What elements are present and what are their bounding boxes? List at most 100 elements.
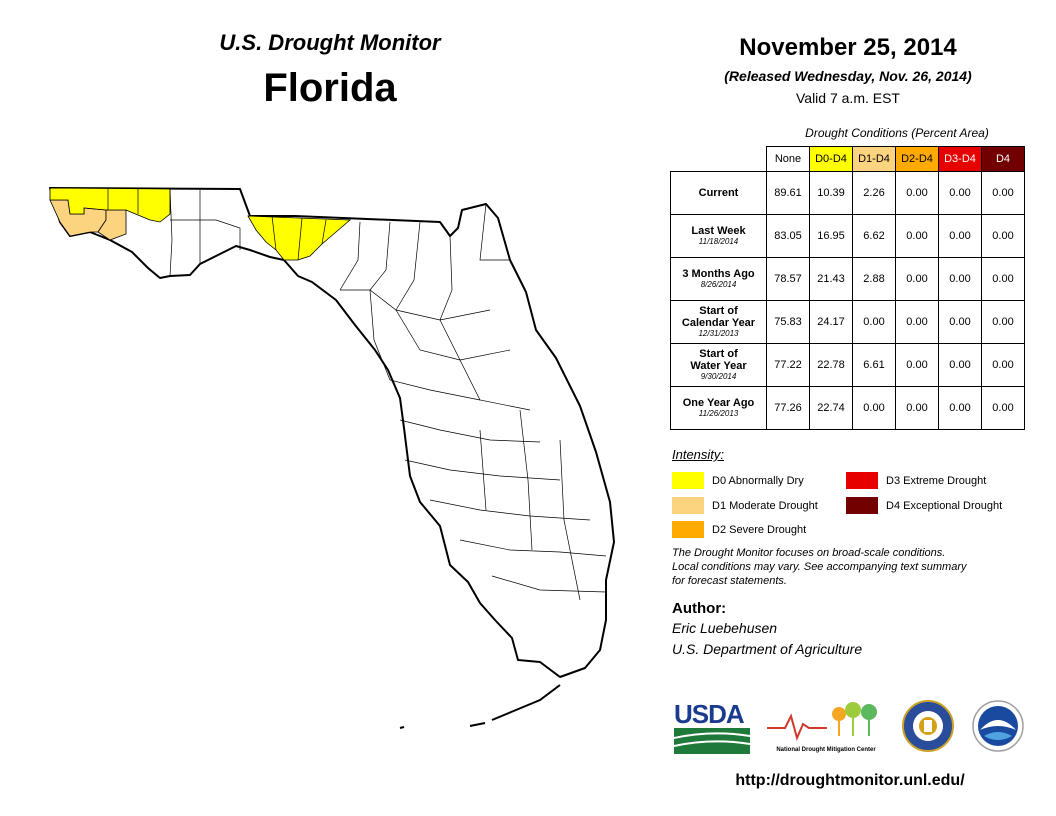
table-row: Start of Water Year 9/30/2014 77.22 22.7…	[670, 343, 1025, 387]
table-row: Current 89.61 10.39 2.26 0.00 0.00 0.00	[670, 171, 1025, 215]
table-cell: 0.00	[938, 343, 982, 387]
usda-logo-text: USDA	[674, 699, 745, 729]
legend-swatch	[672, 497, 704, 514]
legend-item-d0: D0 Abnormally Dry	[672, 472, 804, 489]
ndmc-logo-graphic	[767, 702, 877, 742]
legend-label: D2 Severe Drought	[712, 523, 807, 536]
legend-item-d1: D1 Moderate Drought	[672, 497, 818, 514]
table-cell: 16.95	[809, 214, 853, 258]
table-cell: 0.00	[895, 214, 939, 258]
drought-conditions-table: None D0-D4 D1-D4 D2-D4 D3-D4 D4 Current …	[670, 146, 1025, 430]
map-date: November 25, 2014	[739, 34, 957, 61]
website-link[interactable]: http://droughtmonitor.unl.edu/	[735, 772, 965, 789]
table-cell: 24.17	[809, 300, 853, 344]
table-cell: 0.00	[895, 300, 939, 344]
table-cell: 22.78	[809, 343, 853, 387]
table-row: Last Week 11/18/2014 83.05 16.95 6.62 0.…	[670, 214, 1025, 258]
table-header-row: None D0-D4 D1-D4 D2-D4 D3-D4 D4	[670, 146, 1025, 172]
row-date: 9/30/2014	[700, 372, 737, 381]
author-label: Author:	[672, 600, 727, 617]
table-cell: 77.26	[766, 386, 810, 430]
table-cell: 0.00	[938, 300, 982, 344]
table-cell: 6.62	[852, 214, 896, 258]
table-cell: 78.57	[766, 257, 810, 301]
table-row: 3 Months Ago 8/26/2014 78.57 21.43 2.88 …	[670, 257, 1025, 301]
row-label: Last Week 11/18/2014	[670, 214, 767, 258]
row-label-text-2: Water Year	[690, 360, 747, 372]
usda-logo-fields	[673, 728, 751, 754]
row-label-text: Start of	[699, 305, 738, 317]
column-header: D0-D4	[809, 146, 853, 172]
legend-item-d4: D4 Exceptional Drought	[846, 497, 1002, 514]
table-cell: 0.00	[852, 300, 896, 344]
table-row: One Year Ago 11/26/2013 77.26 22.74 0.00…	[670, 386, 1025, 430]
table-cell: 0.00	[981, 214, 1025, 258]
row-label-text: Last Week	[691, 225, 746, 237]
row-label: Current	[670, 171, 767, 215]
legend-label: D4 Exceptional Drought	[886, 499, 1003, 512]
table-cell: 2.26	[852, 171, 896, 215]
table-cell: 0.00	[938, 171, 982, 215]
table-cell: 22.74	[809, 386, 853, 430]
legend-swatch	[846, 472, 878, 489]
table-cell: 0.00	[895, 257, 939, 301]
table-row: Start of Calendar Year 12/31/2013 75.83 …	[670, 300, 1025, 344]
usda-logo: USDA	[673, 699, 751, 756]
florida-keys	[399, 684, 561, 729]
row-label-text: Start of	[699, 348, 738, 360]
table-cell: 0.00	[981, 386, 1025, 430]
column-header: D1-D4	[852, 146, 896, 172]
row-date: 11/18/2014	[698, 237, 739, 246]
legend-label: D0 Abnormally Dry	[712, 474, 804, 487]
column-header: None	[766, 146, 810, 172]
legend-label: D1 Moderate Drought	[712, 499, 818, 512]
row-label: One Year Ago 11/26/2013	[670, 386, 767, 430]
disclaimer-line: The Drought Monitor focuses on broad-sca…	[672, 547, 946, 559]
column-header: D2-D4	[895, 146, 939, 172]
legend-item-d2: D2 Severe Drought	[672, 521, 806, 538]
table-corner	[670, 146, 767, 172]
column-header: D4	[981, 146, 1025, 172]
row-date: 12/31/2013	[698, 329, 739, 338]
disclaimer-line: Local conditions may vary. See accompany…	[672, 561, 967, 573]
row-label: Start of Calendar Year 12/31/2013	[670, 300, 767, 344]
table-cell: 89.61	[766, 171, 810, 215]
ndmc-logo-text: National Drought Mitigation Center	[776, 747, 876, 753]
table-cell: 77.22	[766, 343, 810, 387]
author-org: U.S. Department of Agriculture	[672, 641, 863, 657]
table-cell: 0.00	[938, 386, 982, 430]
legend-swatch	[672, 472, 704, 489]
table-cell: 10.39	[809, 171, 853, 215]
row-label-text-2: Calendar Year	[681, 317, 756, 329]
legend-label: D3 Extreme Drought	[886, 474, 987, 487]
row-date: 8/26/2014	[700, 280, 737, 289]
release-date: (Released Wednesday, Nov. 26, 2014)	[724, 68, 972, 84]
table-cell: 0.00	[852, 386, 896, 430]
table-cell: 0.00	[981, 171, 1025, 215]
table-cell: 0.00	[981, 343, 1025, 387]
table-cell: 0.00	[895, 386, 939, 430]
table-cell: 0.00	[938, 214, 982, 258]
table-cell: 2.88	[852, 257, 896, 301]
table-cell: 0.00	[981, 300, 1025, 344]
disclaimer-line: for forecast statements.	[672, 575, 787, 587]
row-label-text: Current	[698, 187, 739, 199]
row-date: 11/26/2013	[698, 409, 739, 418]
florida-outline	[49, 187, 615, 678]
map-title-state: Florida	[263, 66, 397, 110]
table-cell: 0.00	[895, 343, 939, 387]
row-label-text: 3 Months Ago	[682, 268, 755, 280]
county-lines	[107, 188, 607, 601]
legend-title: Intensity:	[672, 447, 725, 462]
table-cell: 83.05	[766, 214, 810, 258]
d0-area-west	[49, 187, 171, 223]
table-cell: 21.43	[809, 257, 853, 301]
map-subtitle: U.S. Drought Monitor	[219, 30, 441, 55]
table-cell: 0.00	[895, 171, 939, 215]
legend-item-d3: D3 Extreme Drought	[846, 472, 986, 489]
legend-swatch	[672, 521, 704, 538]
table-caption: Drought Conditions (Percent Area)	[805, 126, 989, 140]
legend-swatch	[846, 497, 878, 514]
table-cell: 0.00	[938, 257, 982, 301]
row-label: 3 Months Ago 8/26/2014	[670, 257, 767, 301]
